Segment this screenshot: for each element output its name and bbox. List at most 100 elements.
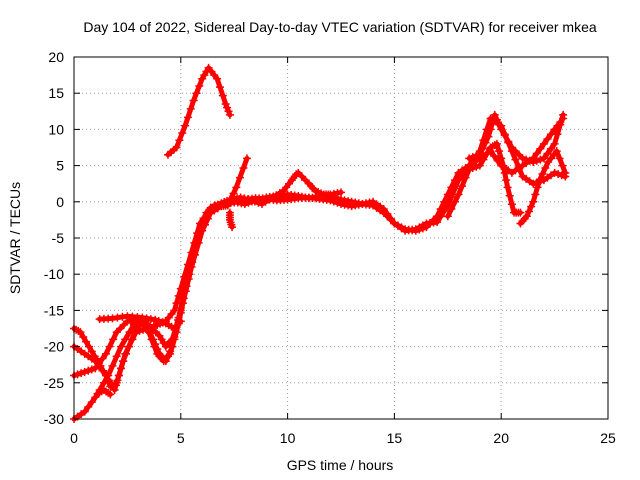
- data-point: [224, 107, 233, 116]
- data-point: [158, 318, 167, 327]
- data-point: [98, 354, 107, 363]
- data-point: [507, 200, 516, 209]
- data-point: [497, 154, 506, 163]
- series-line: [165, 65, 233, 158]
- data-point: [87, 398, 96, 407]
- data-point: [80, 407, 89, 416]
- data-point: [468, 153, 477, 162]
- data-point: [337, 188, 345, 197]
- data-point: [172, 143, 181, 152]
- data-point: [178, 299, 187, 308]
- series-line: [71, 116, 566, 422]
- series-trace-4: [70, 154, 252, 391]
- data-point: [488, 118, 497, 127]
- data-point: [297, 172, 306, 181]
- data-point: [84, 342, 93, 351]
- data-point: [76, 328, 85, 337]
- data-point: [415, 225, 424, 234]
- data-point: [536, 144, 545, 153]
- data-point: [492, 139, 501, 148]
- data-point: [201, 220, 210, 229]
- data-point: [490, 110, 499, 119]
- data-point: [443, 212, 452, 221]
- data-point: [166, 349, 175, 358]
- y-axis-label: SDTVAR / TECUs: [7, 182, 23, 294]
- data-point: [218, 91, 227, 100]
- data-point: [79, 332, 88, 341]
- data-point: [119, 320, 128, 329]
- data-point: [229, 189, 238, 198]
- data-point: [495, 120, 504, 129]
- data-point: [527, 202, 536, 211]
- data-point: [468, 164, 477, 173]
- series-trace-8: [225, 208, 237, 232]
- data-point: [475, 161, 484, 170]
- series-trace-6: [93, 386, 115, 399]
- data-point: [154, 317, 163, 326]
- series-line: [71, 116, 568, 379]
- y-tick-label: -30: [44, 411, 64, 427]
- data-point: [555, 154, 564, 163]
- series-line: [71, 171, 299, 393]
- series-trace-10: [443, 139, 525, 221]
- data-point: [221, 100, 230, 109]
- data-point: [175, 136, 184, 145]
- data-point: [243, 154, 252, 163]
- y-tick-label: 5: [56, 158, 64, 174]
- data-point: [223, 201, 232, 210]
- data-point: [183, 113, 192, 122]
- data-point: [450, 197, 459, 206]
- data-point: [168, 342, 177, 351]
- data-point: [124, 342, 133, 351]
- data-point: [516, 208, 525, 217]
- data-point: [247, 196, 256, 205]
- data-point: [116, 342, 125, 351]
- data-point: [189, 96, 198, 105]
- data-traces: [70, 63, 570, 423]
- data-point: [525, 156, 534, 165]
- data-point: [511, 155, 520, 164]
- data-point: [116, 364, 125, 373]
- x-axis-label: GPS time / hours: [287, 457, 394, 473]
- data-point: [524, 207, 533, 216]
- data-point: [440, 197, 449, 206]
- y-tick-label: 0: [56, 194, 64, 210]
- data-point: [552, 147, 561, 156]
- data-point: [503, 183, 512, 192]
- data-point: [529, 179, 538, 188]
- series-trace-3: [70, 170, 301, 395]
- y-tick-label: -25: [44, 375, 64, 391]
- data-point: [186, 104, 195, 113]
- data-point: [541, 164, 550, 173]
- data-point: [232, 183, 241, 192]
- data-point: [379, 208, 388, 217]
- data-point: [433, 212, 442, 221]
- data-point: [490, 151, 499, 160]
- data-point: [213, 74, 222, 83]
- data-point: [495, 147, 504, 156]
- data-point: [181, 287, 190, 296]
- data-point: [500, 131, 509, 140]
- series-trace-7: [163, 63, 234, 159]
- data-point: [240, 194, 249, 203]
- data-point: [223, 103, 232, 112]
- data-point: [149, 322, 158, 331]
- data-point: [187, 262, 196, 271]
- data-point: [502, 176, 511, 185]
- data-point: [108, 361, 117, 370]
- data-point: [429, 215, 438, 224]
- data-point: [536, 155, 545, 164]
- data-point: [515, 164, 523, 173]
- data-point: [511, 147, 520, 156]
- x-tick-label: 15: [387, 430, 403, 446]
- data-point: [112, 378, 121, 387]
- data-point: [106, 390, 115, 399]
- data-point: [239, 164, 248, 173]
- data-point: [195, 81, 204, 90]
- data-point: [102, 371, 111, 380]
- data-point: [151, 315, 160, 324]
- data-point: [98, 366, 107, 375]
- data-point: [150, 342, 159, 351]
- series-trace-1: [70, 114, 568, 423]
